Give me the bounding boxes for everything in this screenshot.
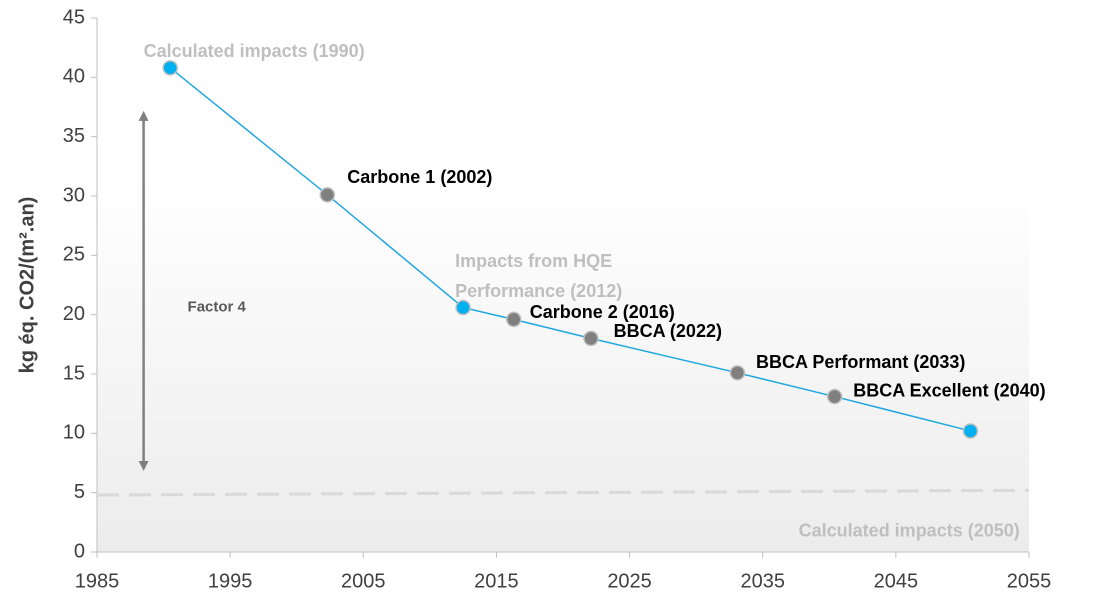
- annotation: Impacts from HQE: [455, 251, 612, 271]
- y-tick-label: 40: [63, 66, 85, 88]
- series-line: [169, 67, 971, 432]
- y-tick-label: 20: [63, 303, 85, 325]
- x-tick-label: 1985: [75, 570, 120, 592]
- y-tick-label: 45: [63, 6, 85, 28]
- x-tick-label: 1995: [208, 570, 253, 592]
- y-tick-label: 30: [63, 184, 85, 206]
- point: [162, 60, 178, 76]
- y-tick-label: 35: [63, 125, 85, 147]
- point: [455, 299, 471, 316]
- y-tick-label: 0: [74, 540, 85, 562]
- annotation: Carbone 2 (2016): [530, 302, 675, 322]
- y-tick-label: 15: [63, 362, 85, 384]
- y-axis-label: kg éq. CO2/(m².an): [16, 197, 38, 374]
- y-tick-label: 25: [63, 244, 85, 266]
- annotation: BBCA (2022): [614, 321, 722, 341]
- point: [962, 423, 979, 439]
- point: [583, 330, 599, 347]
- reference-line: [96, 488, 1030, 497]
- point: [729, 365, 746, 381]
- point: [319, 187, 336, 203]
- x-tick-label: 2005: [341, 570, 386, 592]
- y-tick-label: 5: [74, 481, 85, 503]
- annotation: Calculated impacts (2050): [799, 521, 1020, 541]
- point: [826, 388, 843, 405]
- x-tick-label: 2025: [607, 570, 652, 592]
- x-tick-label: 2045: [874, 570, 919, 592]
- point: [505, 311, 522, 328]
- annotation: Calculated impacts (1990): [144, 41, 365, 61]
- y-tick-label: 10: [63, 422, 85, 444]
- annotation: BBCA Excellent (2040): [853, 381, 1045, 401]
- annotation: Carbone 1 (2002): [347, 167, 492, 187]
- x-tick-label: 2015: [474, 570, 519, 592]
- annotation: Factor 4: [188, 299, 247, 316]
- annotation: BBCA Performant (2033): [756, 352, 965, 372]
- annotation: Performance (2012): [455, 281, 622, 301]
- x-tick-label: 2055: [1007, 570, 1052, 592]
- x-tick-label: 2035: [740, 570, 785, 592]
